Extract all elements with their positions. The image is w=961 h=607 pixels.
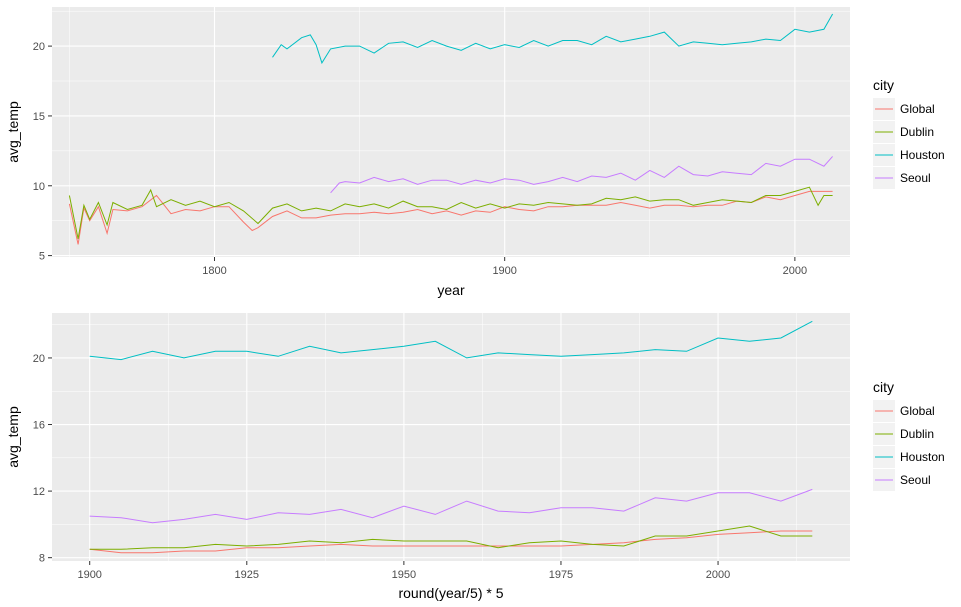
legend: city Global Dublin Houston Seoul	[873, 77, 945, 189]
x-tick-label: 1925	[235, 569, 259, 581]
y-axis-title: avg_temp	[5, 101, 21, 163]
series-line-houston	[272, 13, 834, 65]
x-tick-label: 1950	[392, 569, 416, 581]
x-tick-label: 1800	[202, 265, 226, 277]
legend-title: city	[873, 77, 894, 93]
legend-label-houston: Houston	[900, 148, 945, 162]
y-tick-label: 10	[33, 181, 45, 193]
y-axis-title: avg_temp	[5, 406, 21, 468]
legend-label-seoul: Seoul	[900, 473, 931, 487]
y-tick-label: 16	[33, 420, 45, 432]
y-tick-label: 8	[39, 553, 45, 565]
x-tick-label: 2000	[783, 265, 807, 277]
x-tick-label: 1975	[549, 569, 573, 581]
series-line-dublin	[89, 525, 813, 550]
x-tick-label: 2000	[706, 569, 730, 581]
legend-label-seoul: Seoul	[900, 171, 931, 185]
plot-panel	[52, 313, 850, 561]
y-tick-label: 5	[39, 251, 45, 263]
y-tick-label: 12	[33, 486, 45, 498]
legend: city Global Dublin Houston Seoul	[873, 379, 945, 491]
y-tick-label: 20	[33, 41, 45, 53]
x-axis-title: round(year/5) * 5	[398, 585, 503, 601]
x-tick-label: 1900	[492, 265, 516, 277]
series-line-global	[89, 530, 813, 554]
legend-title: city	[873, 379, 894, 395]
series-line-seoul	[89, 488, 813, 524]
series-line-global	[68, 190, 833, 245]
bottom-line-chart: 1900 1925 1950 1975 2000 8 12 16 20 round(year/5)…	[5, 313, 945, 601]
x-tick-label: 1900	[77, 569, 101, 581]
legend-label-global: Global	[900, 102, 935, 116]
y-tick-label: 20	[33, 353, 45, 365]
legend-label-houston: Houston	[900, 450, 945, 464]
series-line-houston	[89, 320, 813, 361]
top-line-chart: 1800 1900 2000 5 10 15 20 year avg_temp city Globa…	[5, 7, 945, 298]
y-tick-label: 15	[33, 111, 45, 123]
legend-label-dublin: Dublin	[900, 427, 934, 441]
series-line-seoul	[330, 156, 833, 194]
plot-panel	[52, 7, 850, 257]
series-line-dublin	[68, 186, 833, 239]
legend-label-global: Global	[900, 404, 935, 418]
x-axis-title: year	[437, 282, 465, 298]
legend-label-dublin: Dublin	[900, 125, 934, 139]
